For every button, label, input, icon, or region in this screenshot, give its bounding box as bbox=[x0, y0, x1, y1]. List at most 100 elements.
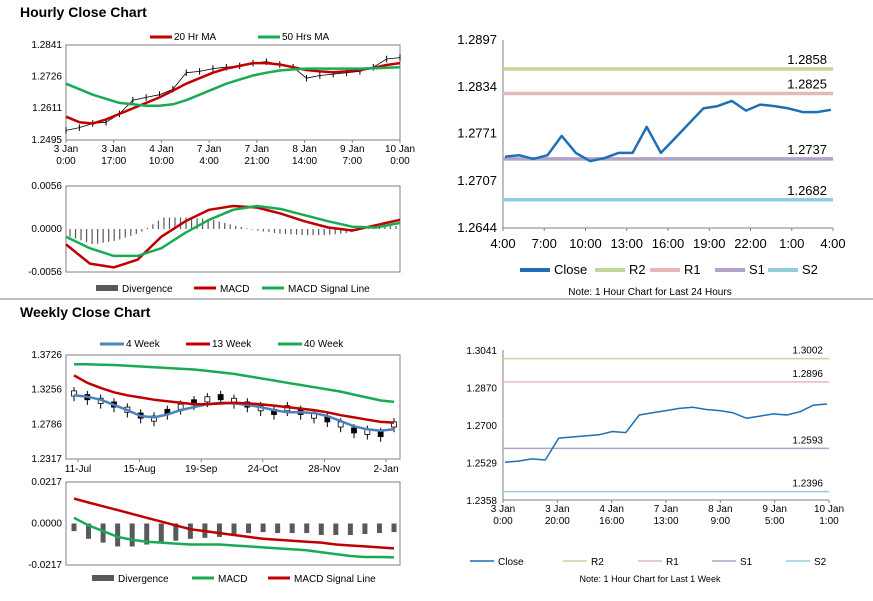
y-tick-label: 1.2834 bbox=[457, 79, 497, 94]
series-line-macd-signal-line bbox=[65, 204, 401, 258]
x-tick-label: 3 Jan bbox=[491, 504, 515, 515]
level-label-r2: 1.3002 bbox=[792, 346, 823, 357]
x-tick-label: 16:00 bbox=[599, 516, 624, 527]
candle-body bbox=[204, 396, 211, 403]
series-line-macd bbox=[65, 204, 401, 269]
x-tick-label: 10:00 bbox=[149, 156, 174, 167]
legend-label: 13 Week bbox=[212, 339, 252, 350]
divergence-bar bbox=[100, 523, 106, 543]
x-tick-label: 10:00 bbox=[569, 236, 602, 251]
level-label-s2: 1.2682 bbox=[787, 183, 827, 198]
divergence-bar bbox=[86, 523, 92, 539]
x-tick-label: 9:00 bbox=[711, 516, 731, 527]
x-tick-label: 19:00 bbox=[693, 236, 726, 251]
divergence-bar bbox=[289, 523, 295, 534]
divergence-bar bbox=[318, 523, 324, 535]
divergence-bar bbox=[71, 523, 77, 532]
legend-label: R2 bbox=[591, 557, 604, 568]
divergence-bar bbox=[158, 523, 164, 543]
plot-frame bbox=[65, 185, 401, 273]
level-label-r1: 1.2825 bbox=[787, 77, 827, 92]
legend-swatch bbox=[96, 285, 118, 291]
candle-body bbox=[351, 427, 357, 434]
x-tick-label: 13:00 bbox=[653, 516, 678, 527]
y-tick-label: 1.2644 bbox=[457, 220, 497, 235]
x-tick-label: 4 Jan bbox=[599, 504, 623, 515]
y-tick-label: 1.3256 bbox=[31, 385, 62, 396]
plot-frame bbox=[65, 44, 401, 141]
level-label-s1: 1.2737 bbox=[787, 142, 827, 157]
y-tick-label: 1.2707 bbox=[457, 173, 497, 188]
x-tick-label: 1:00 bbox=[819, 516, 839, 527]
chart-note: Note: 1 Hour Chart for Last 1 Week bbox=[580, 574, 721, 584]
legend-label: S1 bbox=[740, 557, 753, 568]
x-tick-label: 19-Sep bbox=[185, 464, 218, 475]
x-tick-label: 4:00 bbox=[820, 236, 845, 251]
divergence-bar bbox=[216, 523, 222, 537]
level-label-r1: 1.2896 bbox=[792, 369, 823, 380]
series-line-macd-signal-line bbox=[73, 497, 395, 550]
y-tick-label: 0.0217 bbox=[31, 477, 62, 488]
legend-label: R1 bbox=[684, 262, 701, 277]
y-tick-label: 1.2771 bbox=[457, 126, 497, 141]
divergence-bar bbox=[376, 523, 382, 534]
level-label-s1: 1.2593 bbox=[792, 435, 823, 446]
legend-label: S2 bbox=[814, 557, 827, 568]
divergence-bar bbox=[173, 523, 179, 541]
y-tick-label: 1.3041 bbox=[466, 346, 497, 357]
legend-label: MACD bbox=[218, 574, 247, 585]
x-tick-label: 1:00 bbox=[779, 236, 804, 251]
series-line-50-hrs-ma bbox=[65, 65, 401, 107]
x-tick-label: 20:00 bbox=[545, 516, 570, 527]
x-tick-label: 10 Jan bbox=[385, 144, 415, 155]
x-tick-label: 28-Nov bbox=[308, 464, 340, 475]
y-tick-label: 1.3726 bbox=[31, 350, 62, 361]
x-tick-label: 16:00 bbox=[652, 236, 685, 251]
legend-label: Divergence bbox=[122, 284, 173, 295]
x-tick-label: 10 Jan bbox=[814, 504, 844, 515]
legend-label: MACD Signal Line bbox=[288, 284, 370, 295]
close-line bbox=[504, 99, 832, 163]
series-line-40-week bbox=[74, 363, 395, 404]
legend-label: R2 bbox=[629, 262, 646, 277]
divergence-bar bbox=[304, 523, 310, 534]
x-tick-label: 13:00 bbox=[610, 236, 643, 251]
divergence-bar bbox=[246, 523, 252, 534]
divergence-bar bbox=[129, 523, 135, 547]
divergence-bar bbox=[333, 523, 339, 535]
x-tick-label: 8 Jan bbox=[708, 504, 732, 515]
legend-label: S1 bbox=[749, 262, 765, 277]
candle-body bbox=[217, 394, 224, 401]
y-tick-label: 1.2726 bbox=[31, 72, 62, 83]
y-tick-label: -0.0217 bbox=[28, 560, 62, 571]
x-tick-label: 3 Jan bbox=[101, 144, 125, 155]
plot-frame bbox=[65, 481, 401, 566]
divergence-bar bbox=[144, 523, 150, 545]
legend-label: Divergence bbox=[118, 574, 169, 585]
chart-note: Note: 1 Hour Chart for Last 24 Hours bbox=[568, 287, 731, 298]
series-line-13-week bbox=[73, 374, 395, 424]
y-tick-label: 1.2870 bbox=[466, 384, 497, 395]
y-tick-label: 1.2841 bbox=[31, 40, 62, 51]
legend-label: R1 bbox=[666, 557, 679, 568]
legend-label: Close bbox=[498, 557, 524, 568]
divergence-bar bbox=[362, 523, 368, 535]
legend-swatch bbox=[92, 575, 114, 581]
y-tick-label: 1.2611 bbox=[32, 103, 62, 114]
plot-frame bbox=[65, 354, 401, 460]
x-tick-label: 3 Jan bbox=[54, 144, 78, 155]
y-tick-label: 0.0000 bbox=[31, 224, 62, 235]
legend-label: 20 Hr MA bbox=[174, 32, 217, 43]
weekly-chart-title: Weekly Close Chart bbox=[20, 304, 151, 320]
x-tick-label: 0:00 bbox=[56, 156, 76, 167]
y-tick-label: 1.2495 bbox=[31, 135, 62, 146]
legend-label: S2 bbox=[802, 262, 818, 277]
x-tick-label: 24-Oct bbox=[248, 464, 278, 475]
y-tick-label: 1.2358 bbox=[466, 496, 497, 507]
legend-label: 50 Hrs MA bbox=[282, 32, 330, 43]
y-tick-label: 1.2786 bbox=[31, 419, 62, 430]
level-label-s2: 1.2396 bbox=[792, 479, 823, 490]
series-line-macd bbox=[73, 516, 395, 559]
x-tick-label: 4:00 bbox=[199, 156, 219, 167]
